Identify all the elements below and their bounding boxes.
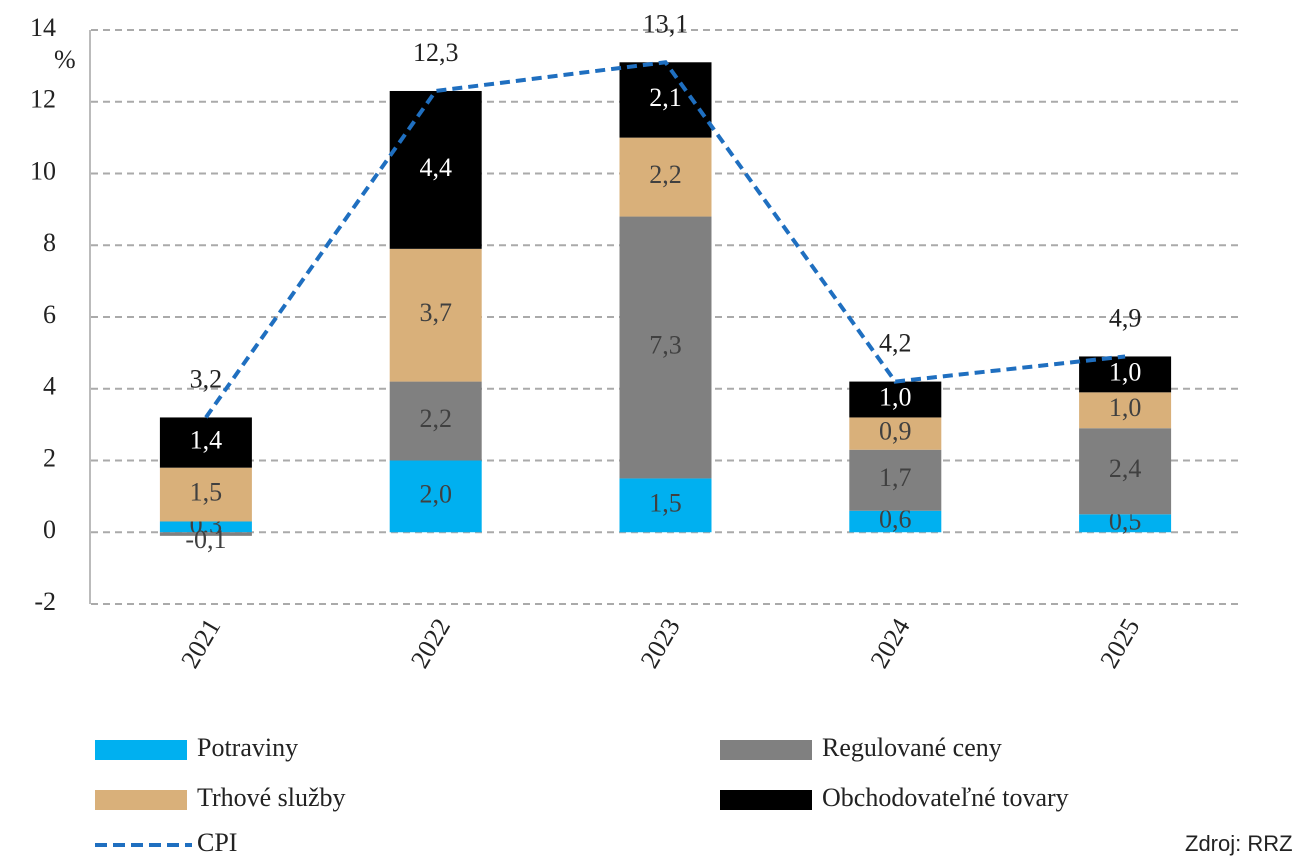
bar-segment xyxy=(849,510,942,533)
value-label: 1,4 xyxy=(190,426,223,455)
legend-swatch xyxy=(95,740,187,760)
bar-segment xyxy=(159,532,252,536)
y-tick-label: 14 xyxy=(30,13,56,42)
cpi-line xyxy=(204,60,1126,419)
legend-label: Trhové služby xyxy=(197,783,346,812)
y-tick-label: 0 xyxy=(43,515,56,544)
legend-label: Potraviny xyxy=(197,733,298,762)
bar-segment xyxy=(159,521,252,533)
bar-segment xyxy=(389,460,482,533)
value-label: 1,5 xyxy=(190,478,223,507)
value-label: 3,7 xyxy=(419,298,452,327)
source: Zdroj: RRZ xyxy=(1185,831,1293,856)
y-tick-label: 12 xyxy=(30,85,56,114)
value-label: 2,2 xyxy=(419,404,452,433)
legend-label: Obchodovateľné tovary xyxy=(822,783,1069,812)
legend-swatch xyxy=(720,740,812,760)
y-tick-label: -2 xyxy=(34,587,56,616)
legend-swatch xyxy=(95,790,187,810)
y-tick-label: 2 xyxy=(43,443,56,472)
bar-segment xyxy=(159,417,252,468)
bar-segment xyxy=(619,137,712,217)
y-unit: % xyxy=(54,45,76,74)
bar-segment xyxy=(619,478,712,533)
x-tick-label: 2021 xyxy=(175,613,226,673)
value-label: 2,1 xyxy=(649,83,682,112)
cpi-label: 4,2 xyxy=(879,329,912,358)
value-label: 1,0 xyxy=(879,382,912,411)
bar-segment xyxy=(389,248,482,382)
bar-segment xyxy=(849,449,942,511)
value-label: 4,4 xyxy=(419,153,452,182)
legend-swatch xyxy=(720,790,812,810)
legend-label: CPI xyxy=(197,828,237,857)
value-label: 1,7 xyxy=(879,463,912,492)
legend-label: Regulované ceny xyxy=(822,733,1002,762)
value-label: 2,2 xyxy=(649,160,682,189)
bar-segment xyxy=(849,417,942,450)
x-tick-label: 2024 xyxy=(865,613,916,673)
bar-segment xyxy=(619,216,712,479)
value-label: 2,4 xyxy=(1109,454,1142,483)
bar-segment xyxy=(1079,514,1172,533)
bar-segment xyxy=(1079,428,1172,515)
cpi-label: 3,2 xyxy=(190,364,223,393)
bar-segment xyxy=(389,90,482,249)
value-label: 7,3 xyxy=(649,330,682,359)
cpi-label: 13,1 xyxy=(643,9,689,38)
x-tick-label: 2025 xyxy=(1094,613,1145,673)
x-tick-label: 2023 xyxy=(635,613,686,673)
y-tick-label: 8 xyxy=(43,228,56,257)
value-label: 1,0 xyxy=(1109,357,1142,386)
value-label: 0,9 xyxy=(879,417,912,446)
y-tick-label: 6 xyxy=(43,300,56,329)
y-tick-label: 4 xyxy=(43,372,56,401)
value-label: -0,1 xyxy=(185,525,226,554)
bar-segment xyxy=(159,467,252,522)
value-label: 2,0 xyxy=(419,479,452,508)
y-tick-label: 10 xyxy=(30,156,56,185)
bar-segment xyxy=(1079,356,1172,393)
value-label: 1,0 xyxy=(1109,393,1142,422)
bar-segment xyxy=(1079,392,1172,429)
bar-segment xyxy=(849,381,942,418)
value-label: 1,5 xyxy=(649,488,682,517)
bar-segment xyxy=(619,62,712,138)
bar-segment xyxy=(389,381,482,461)
x-tick-label: 2022 xyxy=(405,613,456,673)
cpi-label: 12,3 xyxy=(413,38,459,67)
cpi-label: 4,9 xyxy=(1109,303,1142,332)
